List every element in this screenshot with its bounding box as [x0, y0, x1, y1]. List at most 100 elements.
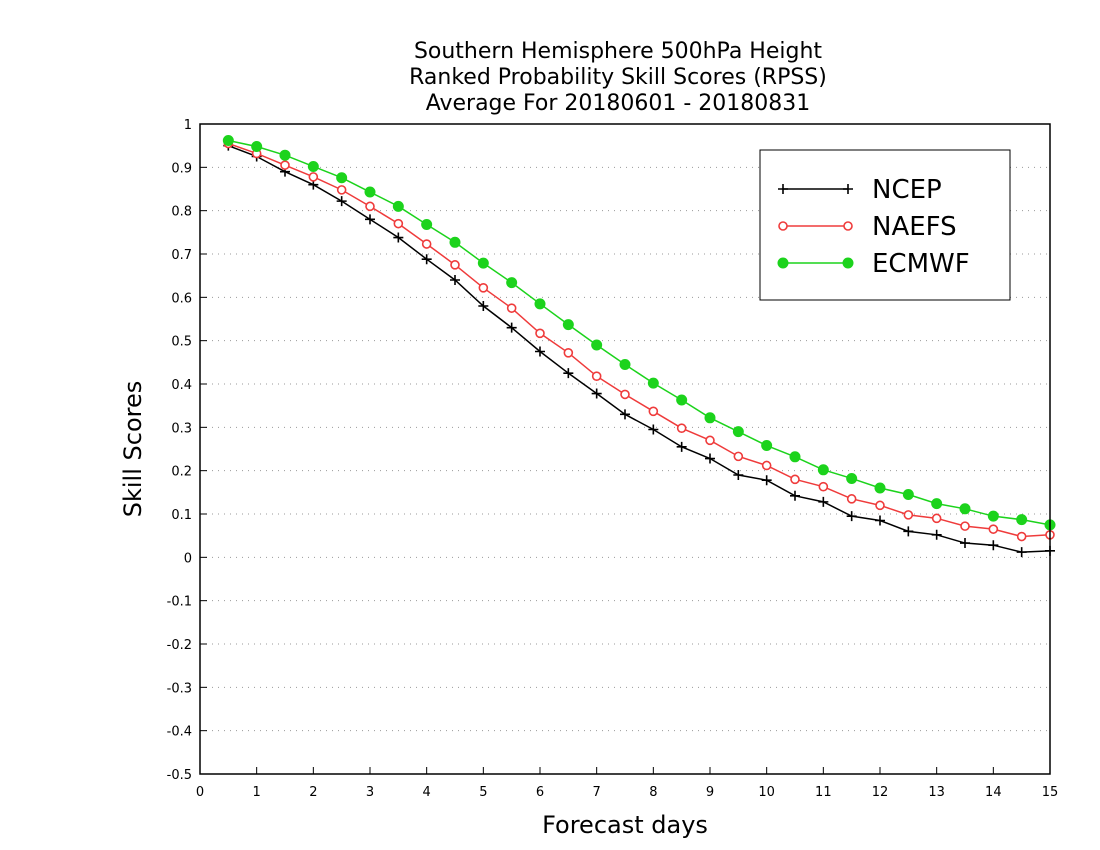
x-tick-label: 12 — [872, 785, 889, 800]
data-point-naefs — [676, 423, 687, 434]
x-tick-label: 1 — [253, 785, 261, 800]
data-point-naefs — [960, 521, 970, 531]
x-tick-label: 7 — [593, 785, 601, 800]
x-tick-label: 9 — [706, 785, 714, 800]
data-point-ncep — [506, 322, 517, 333]
data-point-ncep — [931, 529, 942, 540]
data-point-ncep — [563, 368, 574, 379]
data-point-naefs — [393, 218, 404, 229]
legend-marker-ecmwf — [842, 257, 854, 269]
data-point-ecmwf — [732, 426, 744, 438]
data-point-ncep — [818, 496, 829, 507]
y-axis-ticks: -0.5 -0.4 -0.3 -0.2 -0.1 0 0.1 0.2 0.3 0.4 0.5 0.6 0… — [167, 118, 207, 783]
data-point-ecmwf — [477, 257, 489, 269]
x-tick-label: 5 — [479, 785, 487, 800]
x-tick-label: 2 — [309, 785, 317, 800]
x-tick-label: 0 — [196, 785, 204, 800]
x-axis-label: Forecast days — [542, 811, 708, 839]
legend-item-naefs: NAEFS — [778, 212, 957, 242]
data-point-ncep — [846, 511, 857, 522]
legend-label-ecmwf: ECMWF — [872, 249, 970, 279]
data-point-ecmwf — [647, 377, 659, 389]
data-point-ecmwf — [789, 451, 801, 463]
data-point-naefs — [336, 185, 347, 195]
y-tick-label: 0.6 — [171, 291, 192, 306]
data-point-naefs — [790, 474, 800, 485]
legend-marker-naefs — [843, 221, 853, 231]
data-point-naefs — [875, 500, 885, 511]
x-tick-label: 4 — [423, 785, 431, 800]
data-point-naefs — [563, 347, 574, 358]
data-point-ncep — [761, 475, 772, 486]
x-tick-label: 15 — [1042, 785, 1059, 800]
data-point-ncep — [535, 346, 545, 357]
x-tick-label: 8 — [649, 785, 657, 800]
data-point-naefs — [903, 510, 914, 520]
chart-title: Southern Hemisphere 500hPa Height Ranked… — [409, 39, 827, 116]
data-point-naefs — [733, 451, 744, 462]
data-point-ecmwf — [987, 510, 999, 522]
data-point-naefs — [620, 389, 630, 400]
y-tick-label: -0.1 — [167, 595, 192, 610]
data-point-ncep — [790, 490, 800, 501]
x-tick-label: 11 — [815, 785, 832, 800]
data-point-ecmwf — [1016, 514, 1028, 526]
y-tick-label: 1 — [184, 118, 192, 133]
y-tick-label: -0.2 — [167, 638, 192, 653]
series-lines — [222, 134, 1056, 558]
data-point-ecmwf — [336, 172, 348, 184]
data-point-ecmwf — [222, 134, 234, 146]
legend-marker-ncep — [843, 184, 853, 194]
data-point-ecmwf — [421, 219, 433, 231]
data-point-ncep — [365, 214, 375, 225]
data-point-ncep — [960, 538, 970, 549]
data-point-ecmwf — [817, 464, 829, 476]
data-point-ecmwf — [676, 394, 688, 406]
data-point-naefs — [846, 494, 857, 504]
legend-label-naefs: NAEFS — [872, 212, 957, 242]
y-axis-label: Skill Scores — [119, 381, 147, 518]
legend-marker-ncep — [778, 184, 788, 194]
chart-title-line-3: Average For 20180601 - 20180831 — [426, 91, 811, 116]
legend-item-ncep: NCEP — [778, 175, 942, 205]
series-ecmwf — [222, 134, 1056, 531]
data-point-ecmwf — [874, 482, 886, 494]
data-point-ncep — [705, 453, 715, 464]
data-point-ecmwf — [449, 236, 461, 248]
data-point-ecmwf — [619, 359, 631, 370]
data-point-ecmwf — [562, 319, 574, 331]
legend-item-ecmwf: ECMWF — [777, 249, 970, 279]
data-point-ncep — [1016, 547, 1027, 558]
data-point-ecmwf — [761, 440, 773, 452]
data-point-naefs — [506, 303, 517, 313]
y-tick-label: 0.5 — [171, 335, 192, 350]
y-tick-label: 0.2 — [171, 465, 192, 480]
x-tick-label: 6 — [536, 785, 544, 800]
data-point-ecmwf — [902, 489, 914, 500]
chart-title-line-1: Southern Hemisphere 500hPa Height — [414, 39, 822, 64]
data-point-naefs — [988, 524, 999, 534]
data-point-ncep — [478, 301, 489, 311]
x-axis-ticks: 0 1 2 3 4 5 6 7 8 9 10 11 12 13 14 15 — [196, 767, 1058, 800]
data-point-naefs — [450, 260, 460, 270]
data-point-naefs — [308, 172, 319, 182]
data-point-naefs — [365, 201, 375, 212]
data-point-ecmwf — [392, 200, 404, 212]
x-tick-label: 13 — [928, 785, 945, 800]
data-point-ecmwf — [959, 503, 971, 515]
data-point-naefs — [421, 239, 432, 249]
y-tick-label: 0.4 — [171, 378, 192, 393]
y-tick-label: 0.9 — [171, 161, 192, 176]
data-point-naefs — [818, 481, 829, 492]
data-point-ecmwf — [534, 298, 546, 310]
data-point-ncep — [988, 540, 999, 551]
x-tick-label: 3 — [366, 785, 374, 800]
y-tick-label: -0.3 — [167, 681, 192, 696]
legend: NCEP NAEFS ECMWF — [759, 149, 1011, 301]
data-point-ecmwf — [931, 498, 943, 510]
data-point-ecmwf — [279, 149, 291, 161]
data-point-ncep — [676, 441, 687, 452]
y-tick-label: -0.5 — [167, 768, 192, 783]
y-tick-label: 0 — [184, 551, 192, 566]
